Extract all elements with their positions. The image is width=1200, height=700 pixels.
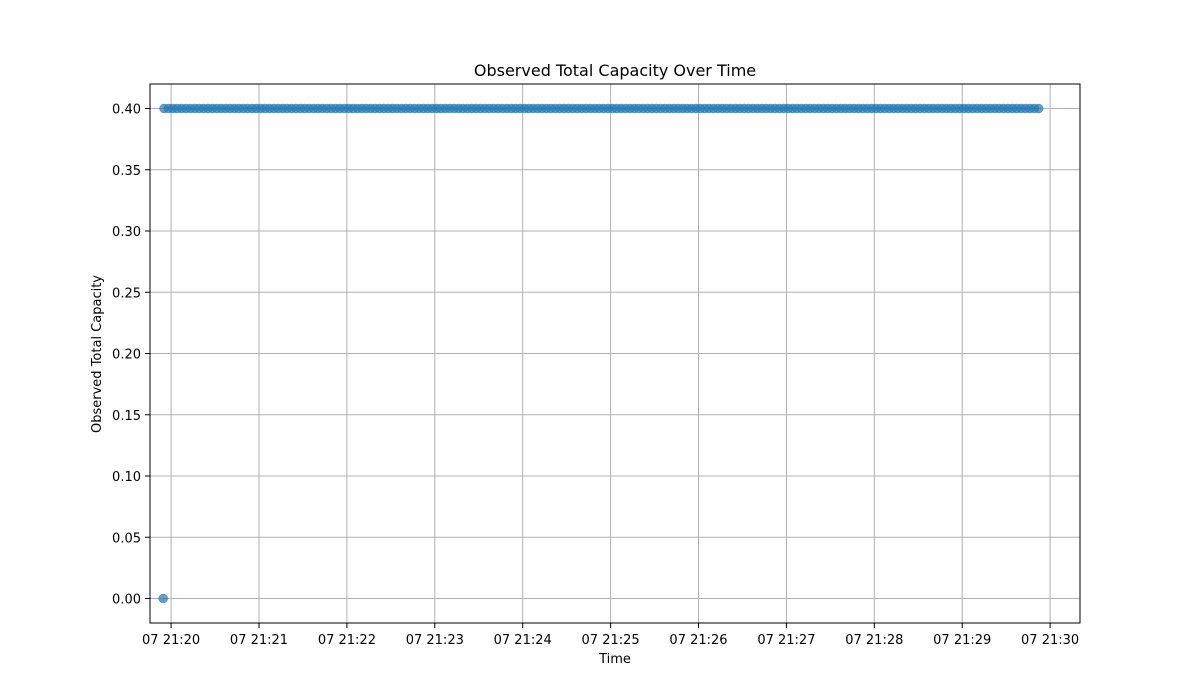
x-tick-label: 07 21:28: [845, 633, 903, 648]
x-tick-label: 07 21:29: [933, 633, 991, 648]
x-tick-label: 07 21:30: [1021, 633, 1079, 648]
scatter-point: [1034, 104, 1043, 113]
y-tick-label: 0.15: [112, 409, 141, 424]
y-tick-label: 0.25: [112, 286, 141, 301]
y-tick-label: 0.40: [112, 103, 141, 118]
x-tick-label: 07 21:23: [406, 633, 464, 648]
x-tick-label: 07 21:26: [669, 633, 727, 648]
scatter-point: [159, 594, 168, 603]
x-axis-label: Time: [598, 652, 631, 667]
x-tick-label: 07 21:27: [757, 633, 815, 648]
x-tick-label: 07 21:21: [230, 633, 288, 648]
chart-title: Observed Total Capacity Over Time: [474, 61, 756, 80]
y-tick-label: 0.00: [112, 593, 141, 608]
y-axis-label: Observed Total Capacity: [90, 275, 105, 433]
y-tick-label: 0.35: [112, 164, 141, 179]
x-tick-label: 07 21:22: [318, 633, 376, 648]
x-tick-label: 07 21:24: [494, 633, 552, 648]
y-tick-label: 0.10: [112, 470, 141, 485]
y-tick-label: 0.05: [112, 531, 141, 546]
y-tick-label: 0.30: [112, 225, 141, 240]
y-tick-label: 0.20: [112, 348, 141, 363]
x-tick-label: 07 21:25: [582, 633, 640, 648]
x-tick-label: 07 21:20: [142, 633, 200, 648]
